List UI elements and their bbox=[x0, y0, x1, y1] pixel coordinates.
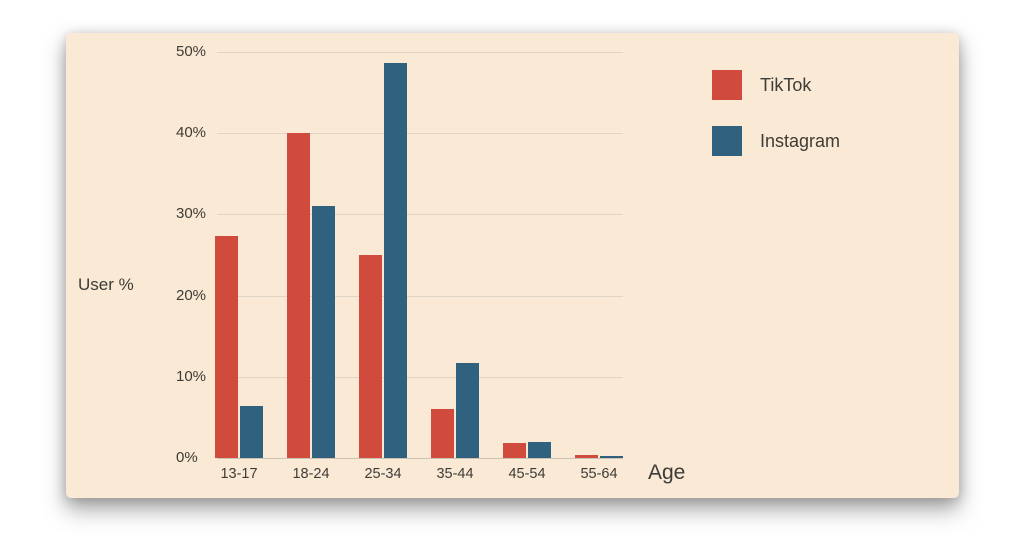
x-tick-label: 18-24 bbox=[292, 466, 330, 482]
bar-instagram-35-44 bbox=[456, 363, 479, 458]
gridline bbox=[217, 52, 623, 53]
bar-tiktok-18-24 bbox=[287, 133, 310, 458]
x-tick-label: 45-54 bbox=[508, 466, 546, 482]
gridline bbox=[217, 133, 623, 135]
y-tick-label: 20% bbox=[176, 286, 207, 304]
chart-card: 0% 10% 20% 30% 40% 50% 13-17 18-24 25-34 35-44 45-… bbox=[66, 33, 959, 498]
x-tick-label: 13-17 bbox=[220, 466, 258, 482]
legend-swatch-instagram bbox=[712, 126, 742, 156]
bar-instagram-18-24 bbox=[312, 206, 335, 458]
bar-tiktok-55-64 bbox=[575, 454, 598, 458]
bar-tiktok-13-17 bbox=[215, 235, 238, 458]
y-tick-label: 30% bbox=[176, 205, 207, 223]
x-axis-title: Age bbox=[648, 461, 686, 484]
legend-label-tiktok: TikTok bbox=[760, 74, 812, 95]
x-tick-label: 55-64 bbox=[580, 466, 618, 482]
bar-instagram-13-17 bbox=[240, 406, 263, 458]
bar-tiktok-25-34 bbox=[359, 255, 382, 458]
y-tick-label: 40% bbox=[176, 124, 207, 142]
gridline bbox=[217, 376, 623, 378]
x-axis-line bbox=[217, 458, 623, 459]
bar-tiktok-35-44 bbox=[431, 409, 454, 458]
legend-label-instagram: Instagram bbox=[760, 130, 841, 151]
y-tick-label: 0% bbox=[176, 449, 198, 466]
bar-instagram-55-64 bbox=[600, 455, 623, 458]
y-tick-label: 50% bbox=[176, 43, 207, 60]
gridline bbox=[217, 295, 623, 297]
bar-tiktok-45-54 bbox=[503, 443, 526, 458]
y-tick-label: 10% bbox=[176, 367, 207, 385]
legend-swatch-tiktok bbox=[712, 70, 742, 100]
plot-area: 0% 10% 20% 30% 40% 50% 13-17 18-24 25-34 35-44 45-… bbox=[176, 44, 623, 482]
bar-instagram-45-54 bbox=[528, 441, 551, 458]
y-axis-title: User % bbox=[78, 275, 134, 294]
x-tick-label: 35-44 bbox=[436, 466, 474, 482]
bar-instagram-25-34 bbox=[384, 62, 407, 458]
x-tick-label: 25-34 bbox=[364, 466, 402, 482]
gridline bbox=[217, 214, 623, 216]
